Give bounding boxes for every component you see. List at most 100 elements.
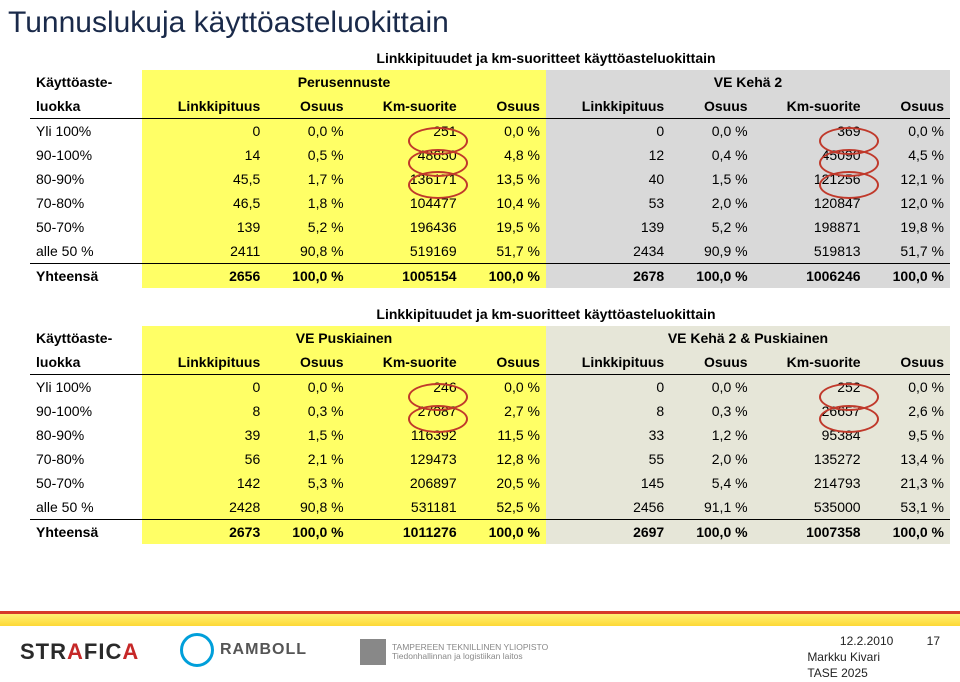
cell: 39	[142, 423, 266, 447]
cell: 48650	[350, 143, 463, 167]
cell: 90,8 %	[266, 495, 349, 520]
hdr-os2-b: Osuus	[867, 94, 950, 119]
table1-rowlabel1: Käyttöaste-	[30, 70, 142, 94]
table-row: 50-70%1395,2 %19643619,5 %1395,2 %198871…	[30, 215, 950, 239]
cell: 0,0 %	[463, 119, 546, 144]
cell: 1,7 %	[266, 167, 349, 191]
cell: 0,0 %	[266, 375, 349, 400]
table-row: 50-70%1425,3 %20689720,5 %1455,4 %214793…	[30, 471, 950, 495]
table2-rowlabel1: Käyttöaste-	[30, 326, 142, 350]
cell: 45,5	[142, 167, 266, 191]
cell: 46,5	[142, 191, 266, 215]
cell: 12,8 %	[463, 447, 546, 471]
cell: 12	[546, 143, 670, 167]
cell: 14	[142, 143, 266, 167]
cell: 1005154	[350, 264, 463, 289]
cell: 2434	[546, 239, 670, 264]
hdr-os: Osuus	[266, 94, 349, 119]
cell: 5,4 %	[670, 471, 753, 495]
cell: 531181	[350, 495, 463, 520]
cell: 0	[546, 375, 670, 400]
table1-spanning-title: Linkkipituudet ja km-suoritteet käyttöas…	[142, 46, 950, 70]
hdr-os2: Osuus	[463, 94, 546, 119]
ttk-line2: Tiedonhallinnan ja logistiikan laitos	[392, 652, 548, 661]
cell: 129473	[350, 447, 463, 471]
row-label: alle 50 %	[30, 495, 142, 520]
cell: 251	[350, 119, 463, 144]
cell: 519169	[350, 239, 463, 264]
cell: 55	[546, 447, 670, 471]
hdr2-lp-b: Linkkipituus	[546, 350, 670, 375]
cell: 116392	[350, 423, 463, 447]
cell: 535000	[754, 495, 867, 520]
cell: 90,9 %	[670, 239, 753, 264]
table-row: Yhteensä2656100,0 %1005154100,0 %2678100…	[30, 264, 950, 289]
row-label: 50-70%	[30, 471, 142, 495]
cell: 142	[142, 471, 266, 495]
cell: 11,5 %	[463, 423, 546, 447]
cell: 10,4 %	[463, 191, 546, 215]
cell: 2428	[142, 495, 266, 520]
cell: 2,1 %	[266, 447, 349, 471]
cell: 519813	[754, 239, 867, 264]
cell: 21,3 %	[867, 471, 950, 495]
row-label: 90-100%	[30, 143, 142, 167]
cell: 0,0 %	[670, 375, 753, 400]
table-row: Yli 100%00,0 %2460,0 %00,0 %2520,0 %	[30, 375, 950, 400]
cell: 9,5 %	[867, 423, 950, 447]
cell: 95384	[754, 423, 867, 447]
cell: 5,3 %	[266, 471, 349, 495]
cell: 53,1 %	[867, 495, 950, 520]
hdr2-os2-b: Osuus	[867, 350, 950, 375]
cell: 19,5 %	[463, 215, 546, 239]
hdr-km-b: Km-suorite	[754, 94, 867, 119]
cell: 91,1 %	[670, 495, 753, 520]
cell: 0,0 %	[670, 119, 753, 144]
cell: 90,8 %	[266, 239, 349, 264]
hdr2-km-b: Km-suorite	[754, 350, 867, 375]
cell: 1,5 %	[670, 167, 753, 191]
cell: 45090	[754, 143, 867, 167]
cell: 0,5 %	[266, 143, 349, 167]
hdr-lp-b: Linkkipituus	[546, 94, 670, 119]
table2: Linkkipituudet ja km-suoritteet käyttöas…	[30, 302, 950, 544]
footer-author: Markku Kivari	[807, 649, 880, 665]
cell: 1007358	[754, 520, 867, 545]
cell: 214793	[754, 471, 867, 495]
cell: 2456	[546, 495, 670, 520]
cell: 0,3 %	[266, 399, 349, 423]
cell: 139	[142, 215, 266, 239]
cell: 100,0 %	[867, 264, 950, 289]
cell: 51,7 %	[463, 239, 546, 264]
table2-spanning-title: Linkkipituudet ja km-suoritteet käyttöas…	[142, 302, 950, 326]
table-row: 70-80%46,51,8 %10447710,4 %532,0 %120847…	[30, 191, 950, 215]
row-label: Yli 100%	[30, 119, 142, 144]
hdr-lp: Linkkipituus	[142, 94, 266, 119]
table1-sub1: Perusennuste	[142, 70, 546, 94]
cell: 198871	[754, 215, 867, 239]
cell: 145	[546, 471, 670, 495]
cell: 369	[754, 119, 867, 144]
table-row: 90-100%80,3 %270872,7 %80,3 %266572,6 %	[30, 399, 950, 423]
table2-sub1: VE Puskiainen	[142, 326, 546, 350]
row-label: alle 50 %	[30, 239, 142, 264]
hdr2-os: Osuus	[266, 350, 349, 375]
cell: 0,0 %	[867, 375, 950, 400]
cell: 2,6 %	[867, 399, 950, 423]
cell: 121256	[754, 167, 867, 191]
cell: 135272	[754, 447, 867, 471]
cell: 1011276	[350, 520, 463, 545]
ttk-square-icon	[360, 639, 386, 665]
cell: 12,1 %	[867, 167, 950, 191]
cell: 2,0 %	[670, 191, 753, 215]
cell: 100,0 %	[867, 520, 950, 545]
cell: 0,4 %	[670, 143, 753, 167]
cell: 0	[142, 375, 266, 400]
hdr-os-b: Osuus	[670, 94, 753, 119]
cell: 0,0 %	[266, 119, 349, 144]
cell: 4,8 %	[463, 143, 546, 167]
cell: 0	[142, 119, 266, 144]
footer-right: 12.2.2010 17 Markku Kivari TASE 2025	[807, 633, 940, 682]
cell: 2673	[142, 520, 266, 545]
cell: 196436	[350, 215, 463, 239]
